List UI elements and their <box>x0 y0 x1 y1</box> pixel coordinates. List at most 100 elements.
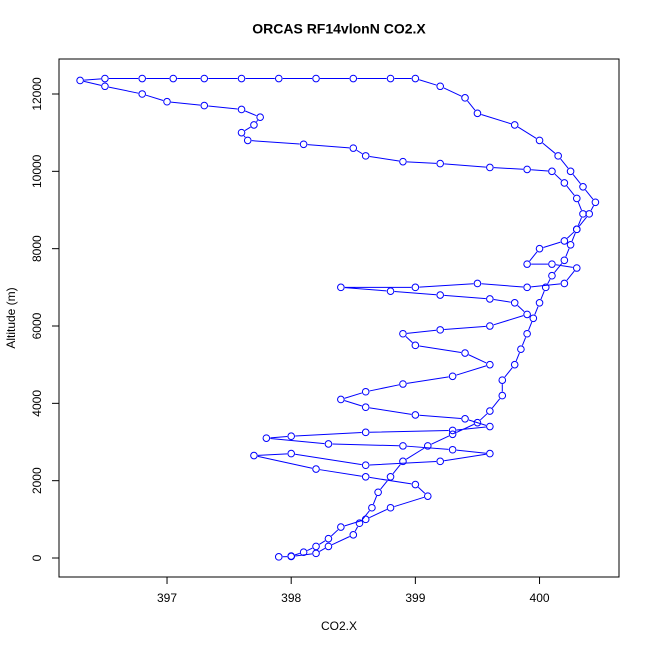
data-point <box>361 152 370 160</box>
data-point <box>486 422 494 431</box>
data-point <box>448 372 457 381</box>
x-tick-label: 398 <box>281 591 301 605</box>
data-point <box>579 210 587 218</box>
data-point <box>423 492 432 500</box>
data-point <box>243 136 252 145</box>
data-point <box>566 241 575 249</box>
data-point <box>486 322 494 330</box>
data-point <box>399 329 407 338</box>
data-point <box>486 360 494 369</box>
data-point <box>411 411 420 419</box>
data-point <box>535 136 544 145</box>
data-point <box>274 553 283 561</box>
data-point <box>368 503 376 512</box>
data-point <box>560 237 569 245</box>
data-point <box>274 74 283 83</box>
data-point <box>287 432 295 441</box>
data-point <box>523 329 531 338</box>
data-point <box>337 283 345 292</box>
data-point <box>560 179 569 187</box>
data-point <box>510 299 519 307</box>
data-point <box>237 74 246 83</box>
data-point <box>361 515 370 524</box>
data-point <box>355 519 364 528</box>
data-point <box>399 457 407 466</box>
data-point <box>523 283 531 292</box>
data-point <box>399 157 407 166</box>
data-point <box>101 74 109 83</box>
data-point <box>169 74 178 83</box>
data-point <box>572 264 581 272</box>
data-point <box>591 198 600 207</box>
data-point <box>585 210 593 218</box>
data-point <box>237 128 246 137</box>
data-point <box>560 256 569 265</box>
data-point <box>554 152 562 160</box>
data-point <box>498 376 507 384</box>
data-point <box>448 430 457 439</box>
data-point <box>436 159 444 168</box>
data-point <box>517 345 525 354</box>
data-point <box>386 287 395 296</box>
data-point <box>541 283 550 292</box>
data-point <box>262 434 271 442</box>
data-point <box>486 163 494 172</box>
data-point <box>461 415 469 423</box>
data-point <box>386 503 395 512</box>
data-point <box>529 314 538 323</box>
y-axis-label: Altitude (m) <box>4 287 18 348</box>
data-point <box>237 105 246 114</box>
data-point <box>510 360 519 369</box>
data-point <box>572 225 581 234</box>
data-point <box>423 442 432 450</box>
data-point <box>411 480 420 489</box>
data-point <box>337 395 345 404</box>
y-tick-label: 8000 <box>30 235 44 262</box>
data-point <box>386 74 395 83</box>
data-point <box>548 260 556 268</box>
y-tick-label: 4000 <box>30 390 44 417</box>
data-point <box>572 194 581 203</box>
data-point <box>200 74 209 83</box>
data-point <box>361 387 370 396</box>
data-point <box>250 121 258 129</box>
data-point <box>138 74 146 83</box>
data-point <box>312 74 320 83</box>
data-point <box>548 271 556 280</box>
data-point <box>312 549 320 558</box>
data-point <box>486 407 494 415</box>
data-point <box>374 488 382 497</box>
data-point <box>510 121 519 129</box>
data-point <box>324 542 333 551</box>
data-point <box>138 90 146 98</box>
chart-title: ORCAS RF14vlonN CO2.X <box>252 21 426 37</box>
data-point <box>523 260 531 268</box>
data-point <box>473 279 482 288</box>
data-point <box>349 531 358 539</box>
data-point <box>535 299 544 307</box>
y-tick-label: 6000 <box>30 312 44 339</box>
data-point <box>361 461 370 470</box>
data-point <box>312 465 320 473</box>
data-point <box>312 542 320 551</box>
data-point <box>76 76 84 85</box>
x-axis-label: CO2.X <box>321 619 357 633</box>
data-point <box>386 473 395 481</box>
data-point <box>337 523 345 531</box>
x-tick-label: 400 <box>530 591 550 605</box>
data-point <box>324 534 333 543</box>
data-point <box>579 182 587 191</box>
data-point <box>436 457 444 466</box>
data-point <box>411 283 420 292</box>
data-point <box>399 380 407 388</box>
data-point <box>287 449 295 458</box>
data-point <box>535 244 544 253</box>
data-point <box>548 167 556 176</box>
y-tick-label: 2000 <box>30 467 44 494</box>
data-point <box>399 442 407 450</box>
data-point <box>361 403 370 412</box>
data-point <box>560 279 569 288</box>
data-point <box>473 418 482 427</box>
data-point <box>250 451 258 460</box>
